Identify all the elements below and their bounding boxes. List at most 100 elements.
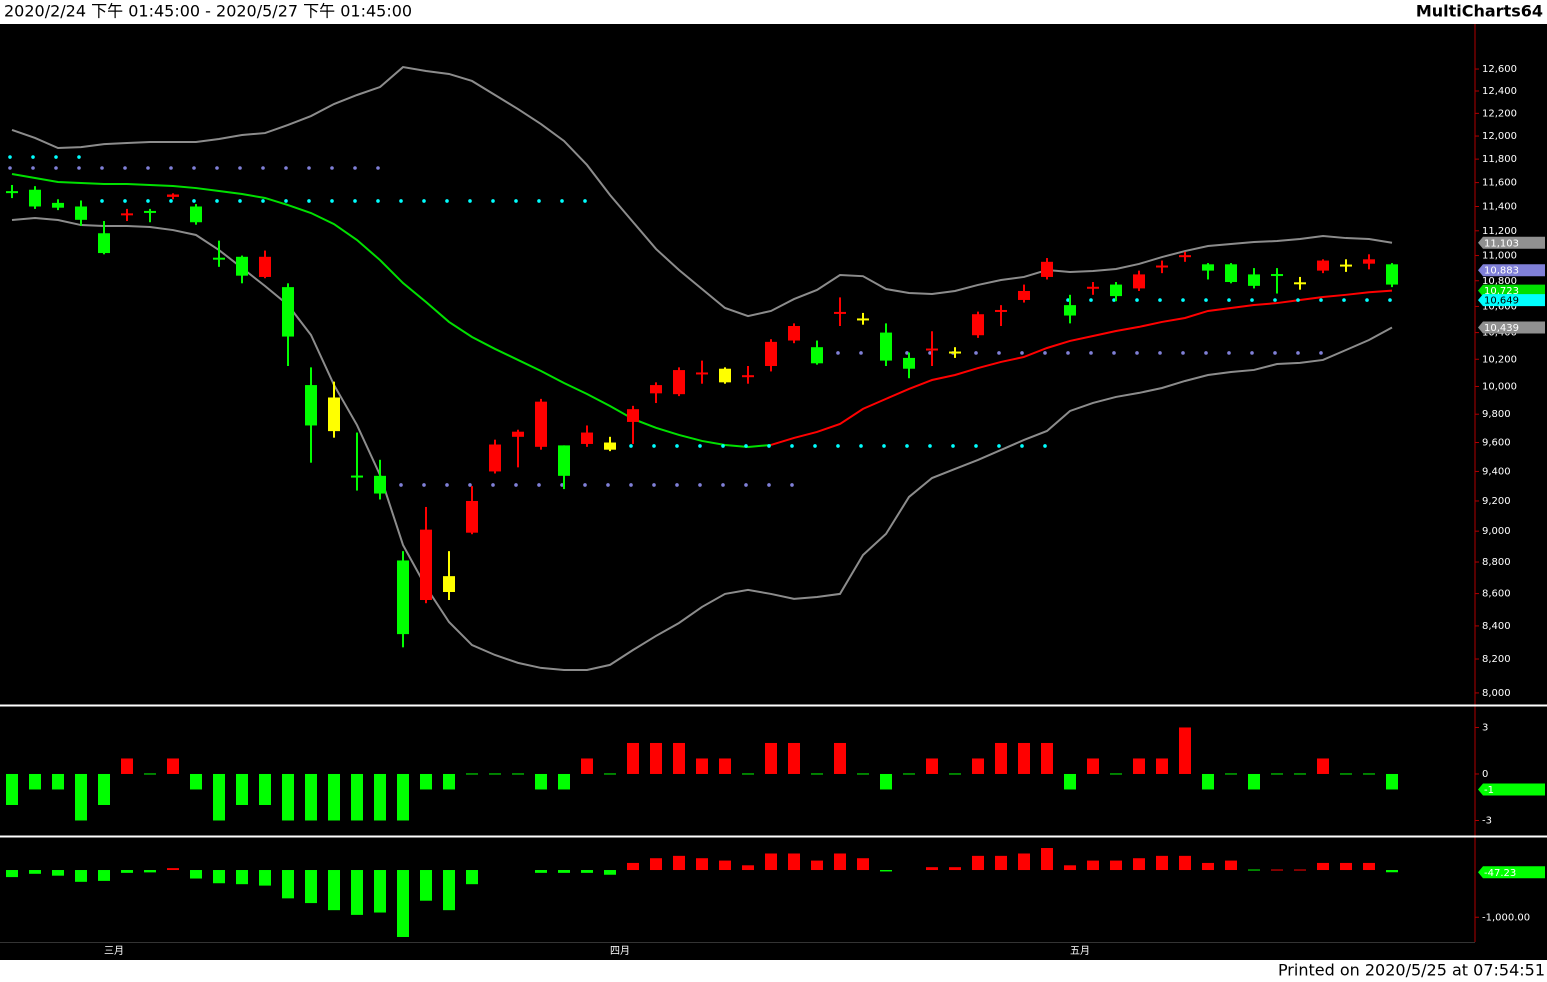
level-dot bbox=[1250, 351, 1254, 355]
histogram-bar bbox=[972, 855, 984, 871]
level-dot bbox=[215, 199, 219, 203]
candle-body bbox=[420, 529, 432, 601]
histogram-bar bbox=[788, 742, 800, 774]
candle-body bbox=[1133, 274, 1145, 289]
histogram-bar bbox=[1317, 758, 1329, 774]
level-dot bbox=[307, 166, 311, 170]
histogram-bar bbox=[1363, 862, 1375, 871]
histogram-bar bbox=[1018, 853, 1030, 871]
histogram-bar bbox=[1064, 865, 1076, 871]
level-dot bbox=[1296, 298, 1300, 302]
level-dot bbox=[928, 351, 932, 355]
histogram-bar bbox=[29, 870, 41, 874]
candle-body bbox=[742, 375, 754, 378]
level-dot bbox=[215, 166, 219, 170]
candle-body bbox=[167, 194, 179, 197]
level-dot bbox=[951, 444, 955, 448]
level-dot bbox=[905, 444, 909, 448]
candle-body bbox=[1041, 261, 1053, 277]
level-dot bbox=[1296, 351, 1300, 355]
histogram-bar bbox=[328, 773, 340, 821]
y-tick-label: 11,000 bbox=[1482, 251, 1517, 262]
y-tick-label: 12,600 bbox=[1482, 64, 1517, 75]
candle-body bbox=[1087, 286, 1099, 289]
level-dot bbox=[1273, 298, 1277, 302]
level-dot bbox=[399, 483, 403, 487]
level-dot bbox=[1135, 298, 1139, 302]
histogram-bar bbox=[1248, 773, 1260, 790]
histogram-bar bbox=[788, 853, 800, 871]
level-dot bbox=[261, 166, 265, 170]
candle-body bbox=[857, 318, 869, 321]
y-tick-label: 8,000 bbox=[1482, 688, 1511, 699]
histogram-bar bbox=[1156, 758, 1168, 774]
histogram-bar bbox=[972, 758, 984, 774]
level-dot bbox=[261, 199, 265, 203]
histogram-bar bbox=[834, 853, 846, 871]
y-tick-label: 10,600 bbox=[1482, 301, 1517, 312]
histogram-bar bbox=[949, 867, 961, 871]
level-dot bbox=[192, 166, 196, 170]
histogram-bar bbox=[1110, 773, 1122, 775]
candle-body bbox=[466, 500, 478, 533]
level-dot bbox=[1089, 298, 1093, 302]
candle-body bbox=[213, 257, 225, 260]
level-dot bbox=[1135, 351, 1139, 355]
histogram-bar bbox=[443, 870, 455, 911]
histogram-bar bbox=[236, 773, 248, 805]
candle-body bbox=[1317, 260, 1329, 271]
level-dot bbox=[491, 199, 495, 203]
histogram-bar bbox=[236, 870, 248, 885]
histogram-bar bbox=[535, 773, 547, 790]
histogram-bar bbox=[1386, 773, 1398, 790]
level-dot bbox=[1227, 351, 1231, 355]
level-dot bbox=[1342, 298, 1346, 302]
histogram-bar bbox=[420, 773, 432, 790]
candle-body bbox=[627, 409, 639, 422]
date-range: 2020/2/24 下午 01:45:00 - 2020/5/27 下午 01:… bbox=[4, 2, 412, 21]
level-dot bbox=[560, 199, 564, 203]
level-dot bbox=[54, 166, 58, 170]
level-dot bbox=[1181, 298, 1185, 302]
histogram-bar bbox=[52, 773, 64, 790]
histogram-bar bbox=[1294, 869, 1306, 871]
histogram-bar bbox=[75, 870, 87, 882]
candle-body bbox=[52, 202, 64, 208]
price-tag-label: -1 bbox=[1484, 785, 1494, 796]
histogram-bar bbox=[1202, 862, 1214, 871]
level-dot bbox=[422, 483, 426, 487]
histogram-bar bbox=[650, 742, 662, 774]
candle-body bbox=[29, 189, 41, 207]
level-dot bbox=[1181, 351, 1185, 355]
time-axis-label: 四月 bbox=[610, 945, 630, 957]
y-tick-label: 10,800 bbox=[1482, 276, 1517, 287]
indicator-line bbox=[11, 173, 772, 448]
histogram-bar bbox=[1179, 727, 1191, 774]
candle-body bbox=[1202, 264, 1214, 271]
histogram-bar bbox=[1202, 773, 1214, 790]
histogram-bar bbox=[29, 773, 41, 790]
histogram-bar bbox=[259, 773, 271, 805]
level-dot bbox=[1158, 298, 1162, 302]
histogram-bar bbox=[1294, 773, 1306, 775]
histogram-bar bbox=[443, 773, 455, 790]
histogram-bar bbox=[857, 773, 869, 775]
level-dot bbox=[123, 166, 127, 170]
y-tick-label: 12,000 bbox=[1482, 131, 1517, 142]
level-dot bbox=[1273, 351, 1277, 355]
level-dot bbox=[882, 444, 886, 448]
level-dot bbox=[744, 483, 748, 487]
candle-body bbox=[98, 233, 110, 254]
level-dot bbox=[31, 166, 35, 170]
level-dot bbox=[1020, 351, 1024, 355]
level-dot bbox=[1250, 298, 1254, 302]
histogram-bar bbox=[6, 870, 18, 878]
level-dot bbox=[8, 155, 12, 159]
histogram-bar bbox=[259, 870, 271, 886]
candle-body bbox=[972, 314, 984, 336]
level-dot bbox=[514, 199, 518, 203]
candle-body bbox=[397, 560, 409, 635]
histogram-bar bbox=[765, 853, 777, 871]
histogram-bar bbox=[604, 773, 616, 775]
